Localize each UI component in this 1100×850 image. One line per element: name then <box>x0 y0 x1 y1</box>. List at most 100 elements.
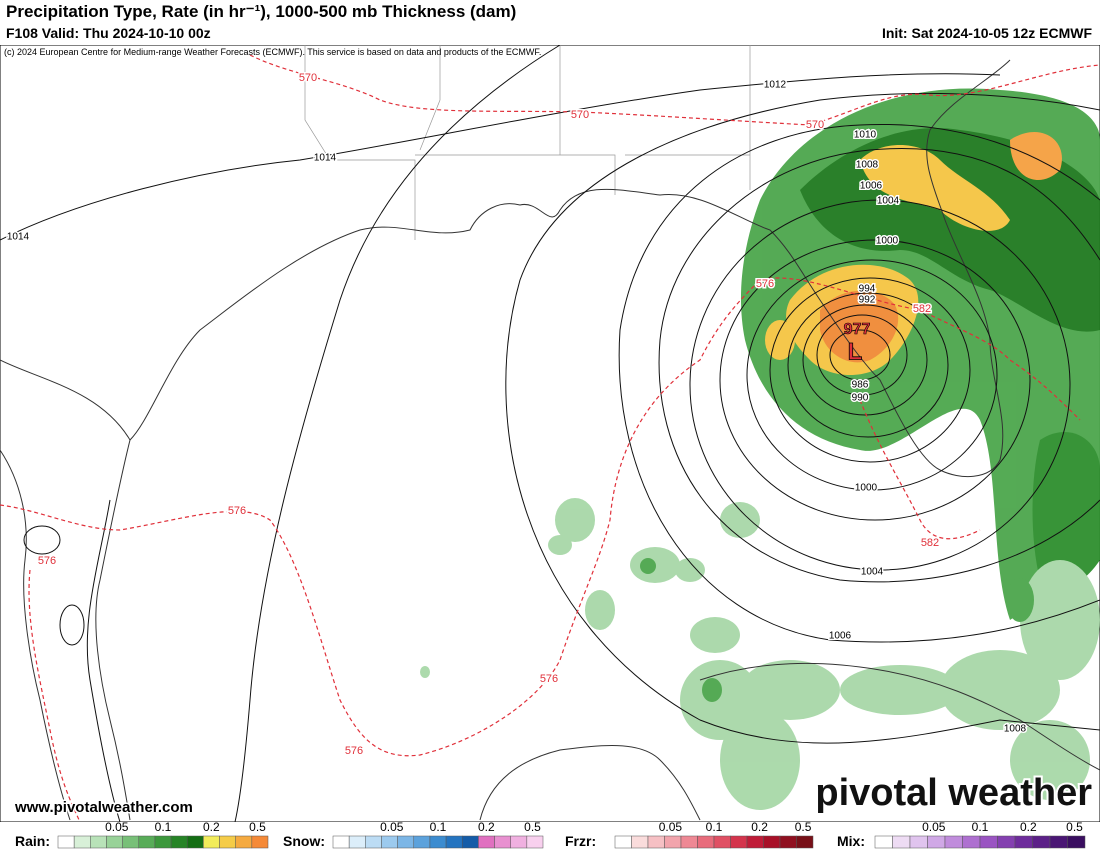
isobar-label: 1004 <box>877 196 900 207</box>
legend-swatch <box>664 835 682 849</box>
legend-swatch <box>927 835 946 849</box>
legend-swatch <box>680 835 698 849</box>
thickness-label: 576 <box>345 745 363 757</box>
legend-swatch <box>381 835 398 849</box>
legend-tick-label: 0.05 <box>922 820 946 834</box>
legend-tick-label: 0.1 <box>430 820 447 834</box>
legend-name: Mix: <box>837 833 865 849</box>
isobar-label: 1000 <box>855 483 878 494</box>
thickness-label: 576 <box>756 278 774 290</box>
thickness-lines <box>0 54 1100 823</box>
website: www.pivotalweather.com <box>14 799 193 816</box>
legend-swatch <box>494 835 511 849</box>
legend-swatch <box>219 835 236 849</box>
legend-swatch <box>445 835 463 849</box>
thickness-label: 576 <box>540 673 558 685</box>
legend-tick-label: 0.5 <box>524 820 541 834</box>
legend-swatch <box>962 835 981 849</box>
thickness-label: 582 <box>913 303 931 315</box>
legend-swatch <box>413 835 431 849</box>
legend-swatch <box>122 835 140 849</box>
isobar-label: 1006 <box>829 631 852 642</box>
isobars <box>0 44 1100 823</box>
legend-tick-label: 0.5 <box>249 820 266 834</box>
legend-swatch <box>909 835 928 849</box>
isobar-label: 1014 <box>7 232 30 243</box>
legend-swatch <box>746 835 764 849</box>
legend-swatch <box>763 835 781 849</box>
legend-swatch <box>57 835 75 849</box>
legend-swatch <box>154 835 172 849</box>
legend-tick-label: 0.1 <box>155 820 172 834</box>
legend-swatch <box>461 835 479 849</box>
legend-swatch <box>90 835 107 849</box>
geography <box>0 45 1100 821</box>
legend-swatch <box>1067 835 1086 849</box>
legend-swatch <box>647 835 665 849</box>
legend-swatch <box>526 835 544 849</box>
legend-swatch <box>365 835 382 849</box>
legend-swatch <box>997 835 1016 849</box>
isobar-label: 1008 <box>856 160 879 171</box>
low-symbol: L <box>848 338 863 365</box>
legend-swatch <box>332 835 350 849</box>
brand-logo: pivotal weather <box>815 772 1092 814</box>
legend-swatch <box>348 835 366 849</box>
legend-name: Frzr: <box>565 833 596 849</box>
isobar-label: 1012 <box>764 80 787 91</box>
legend-swatch <box>251 835 269 849</box>
legend-tick-label: 0.5 <box>1066 820 1083 834</box>
legend-name: Rain: <box>15 833 50 849</box>
legend-swatch <box>1014 835 1033 849</box>
legend-tick-label: 0.2 <box>751 820 768 834</box>
legend-swatch <box>186 835 204 849</box>
legend-tick-label: 0.1 <box>972 820 989 834</box>
legend-swatch <box>510 835 528 849</box>
legend-swatch <box>730 835 748 849</box>
legend-tick-label: 0.2 <box>478 820 495 834</box>
credit: (c) 2024 European Centre for Medium-rang… <box>4 47 541 57</box>
thickness-label: 570 <box>571 109 589 121</box>
legend-tick-label: 0.05 <box>380 820 404 834</box>
map: 977 L 1012 1014 1014 1010 1008 1006 1004 1000 99… <box>0 44 1100 823</box>
legend-tick-label: 0.05 <box>659 820 683 834</box>
isobar-label: 994 <box>859 284 876 295</box>
thickness-label: 576 <box>38 555 56 567</box>
thickness-label: 570 <box>299 72 317 84</box>
legend-tick-label: 0.05 <box>105 820 129 834</box>
thickness-label: 570 <box>806 119 824 131</box>
legend: Rain: 0.05 0.1 0.2 0.5 Snow: 0.05 0.1 0.2 0.5 Frzr… <box>15 820 1086 849</box>
legend-swatch <box>979 835 998 849</box>
legend-swatch <box>429 835 447 849</box>
low-pressure-center: 977 L <box>843 321 871 366</box>
legend-swatch <box>138 835 156 849</box>
precipitation <box>420 88 1100 810</box>
isobar-label: 1008 <box>1004 724 1027 735</box>
legend-swatch <box>235 835 253 849</box>
legend-swatch <box>1049 835 1068 849</box>
legend-swatch <box>713 835 731 849</box>
isobar-label: 1006 <box>860 181 883 192</box>
valid-time: F108 Valid: Thu 2024-10-10 00z <box>6 25 211 41</box>
legend-swatch <box>614 835 632 849</box>
isobar-label: 1000 <box>876 236 899 247</box>
legend-name: Snow: <box>283 833 325 849</box>
isobar-label: 990 <box>852 393 869 404</box>
thickness-label: 582 <box>921 537 939 549</box>
legend-tick-label: 0.2 <box>203 820 220 834</box>
isobar-label: 1014 <box>314 153 337 164</box>
legend-swatch <box>697 835 715 849</box>
legend-swatch <box>478 835 495 849</box>
isobar-label: 986 <box>852 380 869 391</box>
legend-swatch <box>203 835 220 849</box>
legend-swatch <box>944 835 963 849</box>
thickness-label: 576 <box>228 505 246 517</box>
isobar-label: 1004 <box>861 567 884 578</box>
legend-tick-label: 0.2 <box>1020 820 1037 834</box>
legend-swatch <box>779 835 797 849</box>
low-pressure-value: 977 <box>844 321 871 338</box>
legend-swatch <box>1032 835 1051 849</box>
legend-swatch <box>170 835 188 849</box>
legend-tick-label: 0.5 <box>795 820 812 834</box>
